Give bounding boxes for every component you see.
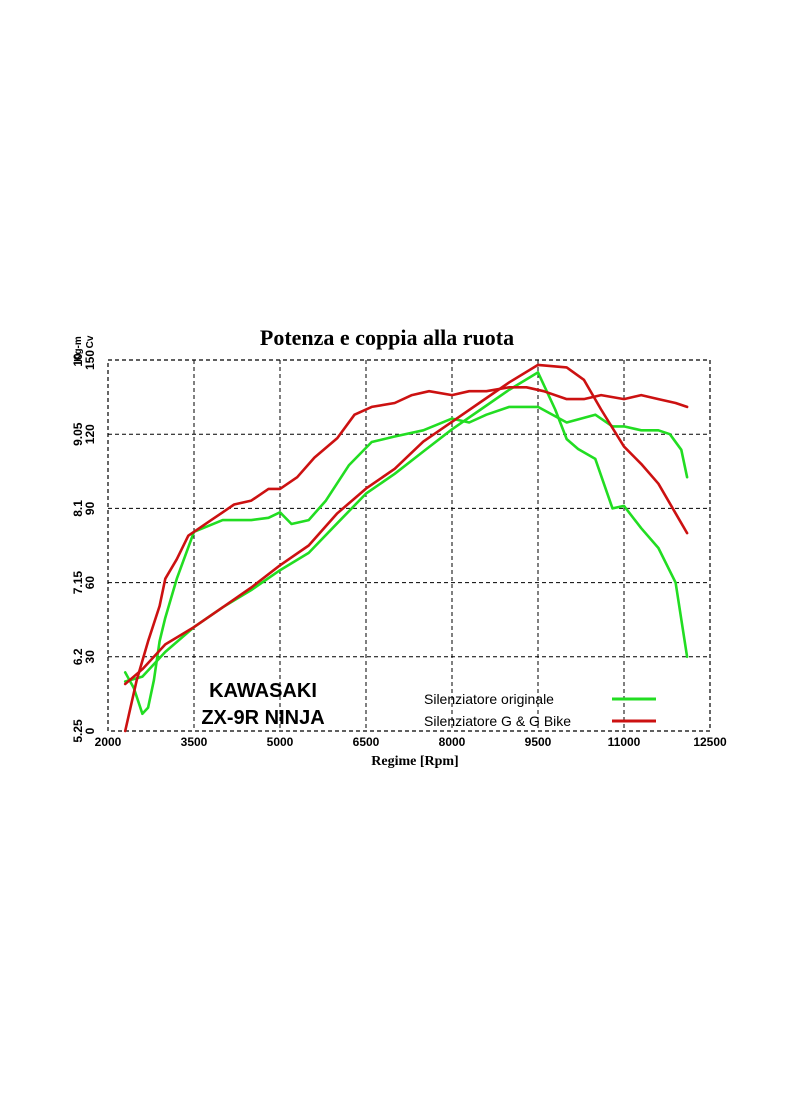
- y-inner-tick-label: 60: [83, 576, 97, 590]
- y-outer-tick-label: 8.1: [71, 500, 85, 517]
- y-outer-tick-label: 10: [71, 353, 85, 367]
- gg-power-line: [123, 363, 689, 686]
- x-tick-label: 11000: [608, 735, 641, 749]
- x-tick-label: 9500: [525, 735, 552, 749]
- legend-label-originale: Silenziatore originale: [424, 691, 554, 707]
- legend: Silenziatore originale Silenziatore G & …: [424, 691, 656, 729]
- annotation-line-1: KAWASAKI: [209, 680, 317, 702]
- y-outer-tick-label: 5.25: [71, 719, 85, 743]
- x-tick-label: 2000: [95, 735, 122, 749]
- annotation-line-2: ZX-9R NINJA: [201, 707, 324, 729]
- y-inner-tick-label: 30: [83, 650, 97, 664]
- y-left-outer-unit: Kg-m: [73, 336, 84, 362]
- y-inner-tick-label: 90: [83, 501, 97, 515]
- y-outer-tick-label: 9.05: [71, 422, 85, 446]
- x-tick-label: 3500: [181, 735, 208, 749]
- gg-torque-line: [123, 385, 689, 733]
- y-inner-tick-label: 120: [83, 424, 97, 444]
- originale-torque-line: [123, 405, 689, 716]
- y-outer-tick-label: 7.15: [71, 571, 85, 595]
- x-tick-label: 12500: [693, 735, 727, 749]
- y-inner-tick-label: 0: [83, 727, 97, 734]
- y-inner-tick-label: 150: [83, 350, 97, 370]
- x-tick-label: 6500: [353, 735, 380, 749]
- grid: [107, 359, 711, 732]
- y-axis: 5.25 6.2 7.15 8.1 9.05 10 0 30 60 90 120 150: [71, 350, 97, 743]
- x-tick-label: 5000: [267, 735, 294, 749]
- x-tick-label: 8000: [439, 735, 466, 749]
- y-left-inner-unit: Cv: [85, 335, 96, 348]
- chart-title: Potenza e coppia alla ruota: [260, 325, 514, 350]
- x-axis: 2000 3500 5000 6500 8000 9500 11000 12500: [95, 735, 727, 749]
- legend-label-gg: Silenziatore G & G Bike: [424, 713, 571, 729]
- plot-frame: [107, 359, 711, 732]
- y-outer-tick-label: 6.2: [71, 648, 85, 665]
- x-axis-label: Regime [Rpm]: [371, 754, 458, 769]
- series: [123, 363, 689, 733]
